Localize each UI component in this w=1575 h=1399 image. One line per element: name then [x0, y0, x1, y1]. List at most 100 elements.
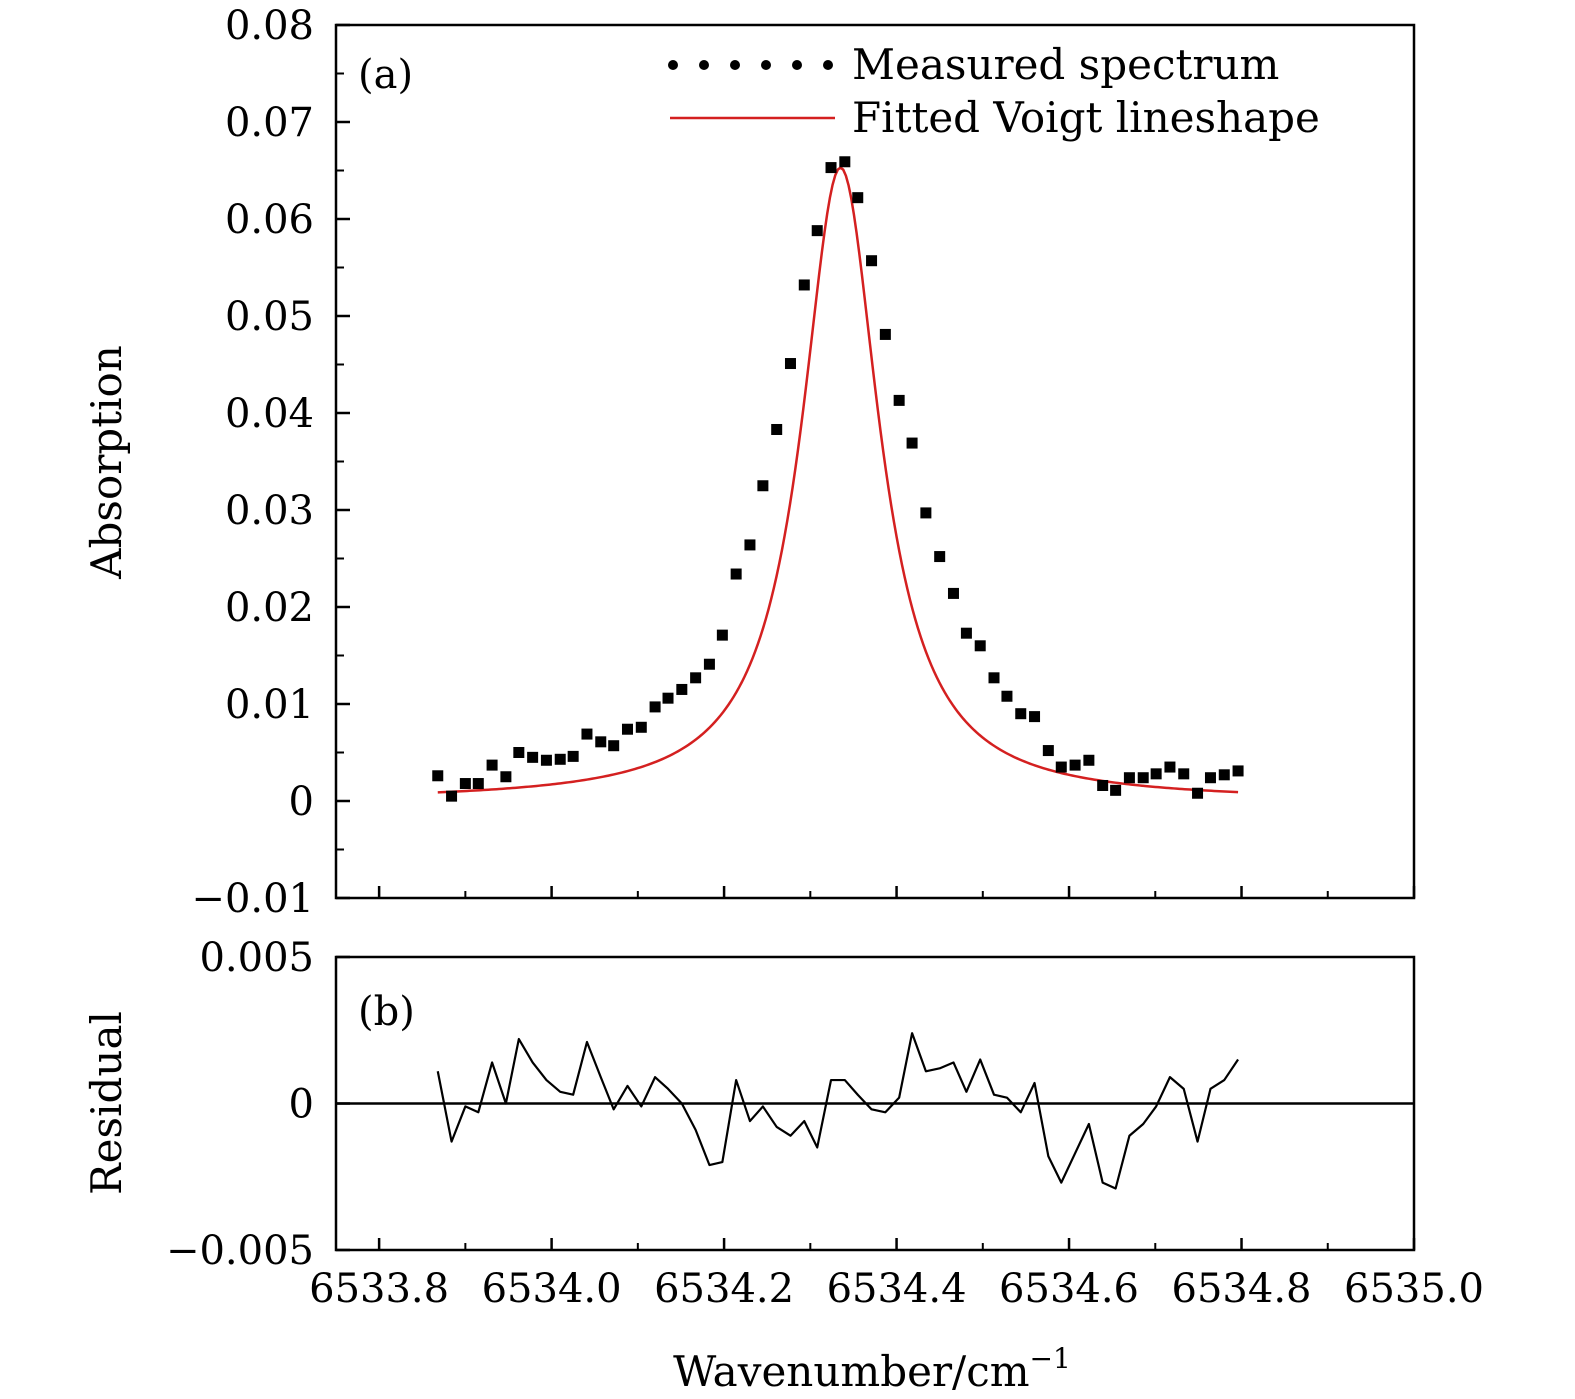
y-tick-label: 0.06: [225, 197, 314, 243]
measured-point: [432, 770, 444, 782]
panel-b-label: (b): [358, 989, 415, 1035]
measured-point: [635, 721, 647, 733]
legend-measured-marker: [792, 60, 802, 70]
x-tick-label: 6534.2: [654, 1266, 794, 1312]
measured-point: [825, 162, 837, 174]
measured-point: [649, 701, 661, 713]
measured-point: [676, 683, 688, 695]
measured-point: [459, 778, 471, 790]
measured-point: [486, 759, 498, 771]
legend-measured-marker: [761, 60, 771, 70]
y-tick-label: 0.07: [225, 100, 314, 146]
panel-a-y-ticks: 0.08 0.07 0.06 0.05 0.04 0.03 0.02 0.01 0 −0.01: [191, 3, 350, 922]
legend: Measured spectrum Fitted Voigt lineshape: [668, 40, 1320, 142]
y-axis-title-absorption: Absorption: [82, 345, 131, 580]
legend-measured-marker: [668, 60, 678, 70]
legend-measured-marker: [699, 60, 709, 70]
y-tick-label: 0.005: [199, 935, 314, 981]
measured-point: [1069, 759, 1081, 771]
panel-a-frame: [334, 23, 1416, 900]
measured-point: [500, 771, 512, 783]
legend-measured-marker: [823, 60, 833, 70]
measured-point: [839, 156, 851, 168]
measured-point: [1110, 784, 1122, 796]
residual-line: [436, 1032, 1239, 1190]
panel-b-x-ticks: 6533.8 6534.0 6534.2 6534.4 6534.6 6534.8 6535…: [309, 1238, 1484, 1312]
measured-point: [974, 640, 986, 652]
measured-point: [1178, 768, 1190, 780]
measured-point: [540, 754, 552, 766]
measured-point: [1015, 708, 1027, 720]
y-tick-label: 0.08: [225, 3, 314, 49]
x-axis-title: Wavenumber/cm−1: [673, 1342, 1071, 1396]
measured-point: [1055, 761, 1067, 773]
fitted-voigt-curve: [437, 166, 1239, 794]
y-tick-label: 0: [289, 1082, 314, 1128]
measured-point: [771, 423, 783, 435]
measured-point: [730, 568, 742, 580]
measured-point: [662, 692, 674, 704]
measured-point: [947, 587, 959, 599]
measured-point: [1137, 772, 1149, 784]
measured-point: [527, 751, 539, 763]
y-tick-label: 0.03: [225, 488, 314, 534]
measured-point: [621, 723, 633, 735]
measured-point: [1204, 772, 1216, 784]
measured-point: [608, 740, 620, 752]
measured-point: [567, 750, 579, 762]
x-tick-label: 6534.6: [999, 1266, 1139, 1312]
x-tick-label: 6534.0: [482, 1266, 622, 1312]
measured-point: [906, 437, 918, 449]
measured-point: [690, 672, 702, 684]
measured-point: [866, 255, 878, 267]
x-tick-label: 6533.8: [309, 1266, 449, 1312]
legend-measured-label: Measured spectrum: [852, 40, 1279, 89]
x-tick-label: 6535.0: [1344, 1266, 1484, 1312]
measured-point: [1232, 765, 1244, 777]
y-tick-label: 0.01: [225, 682, 314, 728]
x-axis-title-superscript: −1: [1030, 1342, 1071, 1375]
panel-b-y-ticks: 0.005 0 −0.005: [166, 935, 350, 1274]
x-tick-label: 6534.4: [827, 1266, 967, 1312]
measured-point: [446, 790, 458, 802]
measured-point: [757, 480, 769, 492]
measured-point: [744, 539, 756, 551]
y-tick-label: 0.05: [225, 294, 314, 340]
measured-point: [513, 747, 525, 758]
measured-point: [1218, 769, 1230, 781]
measured-point: [934, 551, 946, 563]
measured-point: [554, 753, 566, 765]
y-tick-label: 0.02: [225, 585, 314, 631]
y-tick-label: 0.04: [225, 391, 314, 437]
measured-point: [1097, 779, 1109, 791]
measured-point: [581, 728, 593, 740]
measured-point: [1123, 772, 1135, 784]
measured-point: [1164, 761, 1176, 773]
measured-point: [811, 225, 823, 237]
measured-point: [852, 192, 864, 204]
measured-point: [595, 736, 607, 748]
measured-point: [472, 778, 484, 790]
panel-a-x-ticks: [377, 886, 1416, 898]
measured-point: [960, 627, 972, 639]
measured-point: [703, 658, 715, 670]
measured-points: [432, 156, 1244, 802]
y-tick-label: 0: [289, 779, 314, 825]
legend-fitted-label: Fitted Voigt lineshape: [852, 93, 1320, 142]
measured-point: [716, 629, 728, 641]
measured-point: [893, 394, 905, 406]
panel-a-label: (a): [358, 52, 413, 98]
legend-measured-marker: [730, 60, 740, 70]
measured-point: [1150, 768, 1162, 780]
measured-point: [879, 328, 891, 340]
measured-point: [1192, 787, 1204, 799]
measured-point: [920, 507, 932, 519]
x-axis-title-text: Wavenumber/cm: [673, 1347, 1029, 1396]
measured-point: [1042, 745, 1054, 757]
measured-point: [1029, 711, 1041, 723]
measured-point: [1083, 754, 1095, 766]
y-tick-label: −0.01: [191, 876, 314, 922]
x-tick-label: 6534.8: [1172, 1266, 1312, 1312]
measured-point: [798, 279, 810, 291]
